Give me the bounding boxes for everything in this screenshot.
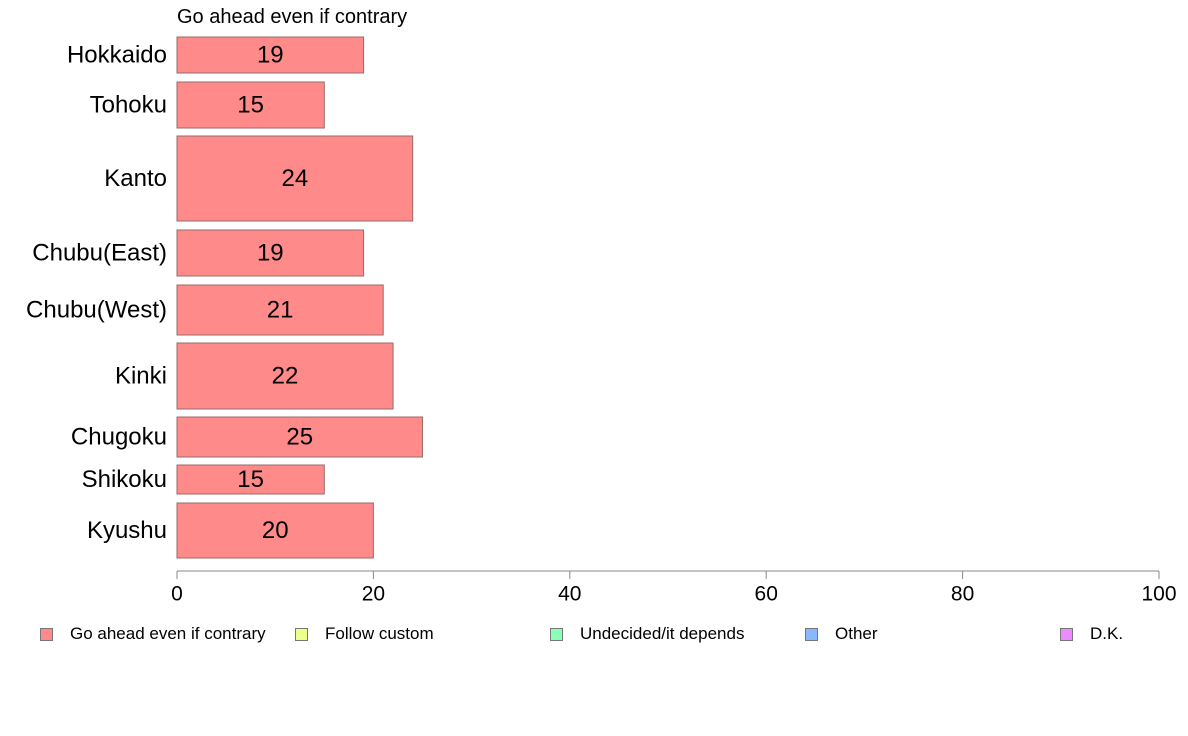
category-label: Hokkaido	[67, 42, 167, 69]
x-tick-label: 80	[951, 583, 974, 606]
legend-label-go-ahead: Go ahead even if contrary	[70, 624, 266, 643]
bar	[176, 464, 325, 495]
value-label: 15	[237, 92, 264, 119]
legend: Go ahead even if contrary Follow custom …	[0, 620, 1188, 650]
category-label: Chugoku	[71, 424, 167, 451]
bar	[176, 81, 325, 129]
category-label: Kanto	[104, 165, 167, 192]
bar	[176, 416, 423, 458]
x-tick-label: 20	[362, 583, 385, 606]
legend-swatch-other	[805, 627, 818, 641]
x-tick-label: 0	[171, 583, 183, 606]
legend-item-other: Other	[805, 620, 878, 648]
x-tick-label: 100	[1141, 583, 1176, 606]
x-tick-label: 60	[755, 583, 778, 606]
legend-label-undecided: Undecided/it depends	[580, 624, 745, 643]
bar	[176, 284, 384, 336]
bar	[176, 135, 414, 222]
value-label: 22	[272, 363, 299, 390]
legend-label-follow-custom: Follow custom	[325, 624, 434, 643]
value-label: 24	[281, 165, 308, 192]
legend-swatch-go-ahead	[40, 627, 53, 641]
bars-group	[176, 36, 423, 559]
value-labels-group: 19 15 24 19 21 22 25 15 20	[237, 42, 313, 545]
legend-item-go-ahead: Go ahead even if contrary	[40, 620, 266, 648]
x-tick-label: 40	[558, 583, 581, 606]
value-label: 25	[286, 424, 313, 451]
bar	[176, 229, 365, 277]
x-axis: 0 20 40 60 80 100	[171, 570, 1177, 606]
category-label: Shikoku	[82, 466, 167, 493]
category-labels-group: Hokkaido Tohoku Kanto Chubu(East) Chubu(West…	[26, 42, 167, 545]
legend-swatch-follow-custom	[295, 627, 308, 641]
legend-swatch-dk	[1060, 627, 1073, 641]
chart-title: Go ahead even if contrary	[177, 6, 408, 28]
bar	[176, 36, 365, 74]
bar	[176, 502, 374, 559]
category-label: Chubu(East)	[32, 240, 167, 267]
legend-item-dk: D.K.	[1060, 620, 1123, 648]
legend-label-dk: D.K.	[1090, 624, 1124, 643]
legend-label-other: Other	[835, 624, 878, 643]
bar	[176, 342, 394, 410]
value-label: 15	[237, 466, 264, 493]
category-label: Kyushu	[87, 517, 167, 544]
value-label: 20	[262, 517, 289, 544]
category-label: Kinki	[115, 363, 167, 390]
value-label: 19	[257, 42, 284, 69]
value-label: 19	[257, 240, 284, 267]
category-label: Tohoku	[90, 92, 167, 119]
legend-swatch-undecided	[550, 627, 563, 641]
category-label: Chubu(West)	[26, 297, 167, 324]
legend-item-undecided: Undecided/it depends	[550, 620, 744, 648]
value-label: 21	[267, 297, 294, 324]
legend-item-follow-custom: Follow custom	[295, 620, 434, 648]
